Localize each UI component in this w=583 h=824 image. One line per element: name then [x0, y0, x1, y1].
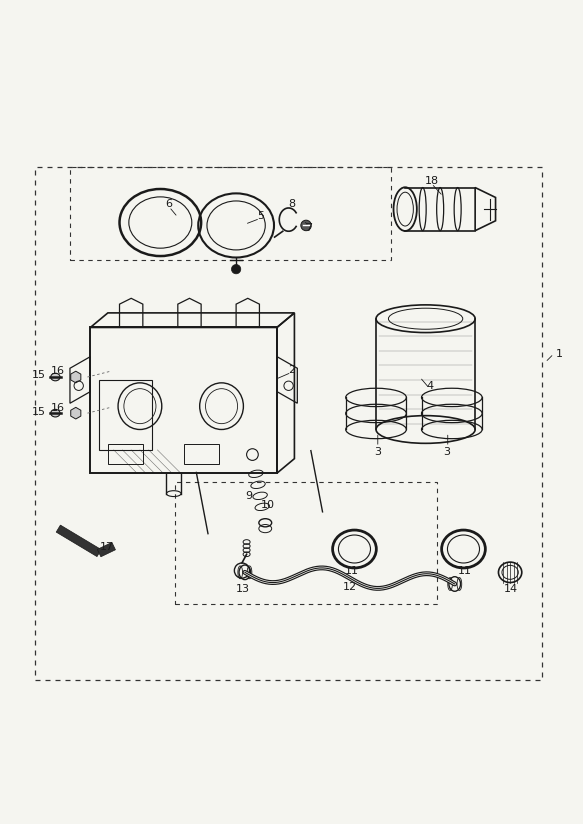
Text: 11: 11	[458, 565, 472, 576]
Text: 15: 15	[32, 370, 46, 380]
Bar	[108, 444, 143, 465]
Polygon shape	[71, 407, 81, 419]
Text: 3: 3	[374, 447, 381, 456]
Text: 7: 7	[305, 222, 312, 232]
Bar	[70, 167, 391, 260]
Text: 3: 3	[444, 447, 451, 456]
Polygon shape	[71, 371, 81, 383]
Text: 1: 1	[556, 349, 563, 358]
Text: 4: 4	[426, 381, 433, 391]
Ellipse shape	[51, 373, 60, 381]
Polygon shape	[56, 525, 101, 556]
Text: 5: 5	[258, 211, 265, 221]
Circle shape	[301, 220, 311, 231]
Circle shape	[231, 265, 241, 274]
Bar	[35, 167, 542, 680]
Ellipse shape	[51, 410, 60, 417]
Text: 8: 8	[288, 199, 295, 209]
Text: 18: 18	[424, 176, 438, 186]
Text: 16: 16	[51, 366, 65, 377]
Text: 2: 2	[288, 365, 295, 375]
Bar	[99, 380, 152, 450]
Text: 16: 16	[51, 403, 65, 413]
Polygon shape	[97, 542, 115, 557]
Text: 9: 9	[245, 491, 252, 501]
Text: 11: 11	[345, 565, 359, 576]
Text: 13: 13	[236, 584, 250, 594]
Text: 12: 12	[343, 582, 357, 592]
Text: 17: 17	[100, 542, 114, 552]
Text: 10: 10	[261, 500, 275, 510]
Text: 14: 14	[504, 584, 518, 594]
Text: 15: 15	[32, 407, 46, 417]
Text: 6: 6	[166, 199, 173, 209]
Bar	[175, 482, 437, 604]
Bar	[184, 444, 219, 465]
